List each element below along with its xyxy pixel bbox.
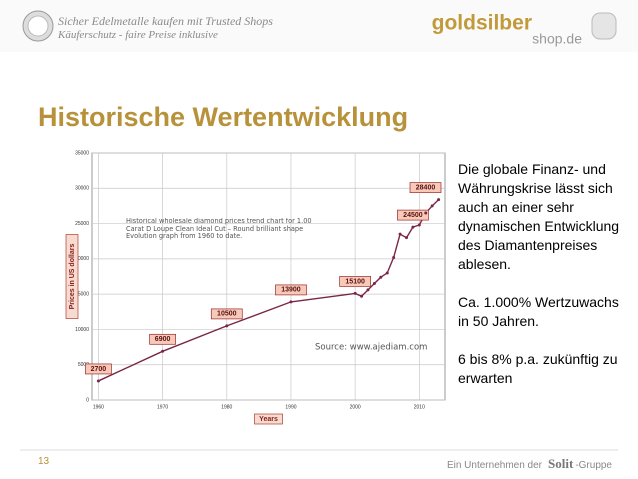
y-axis-title-group: Prices in US dollars bbox=[65, 234, 79, 319]
point bbox=[366, 288, 370, 292]
point bbox=[417, 223, 421, 227]
source: Source: www.ajediam.com bbox=[315, 343, 427, 353]
data-label: 15100 bbox=[345, 278, 365, 285]
y-tick-label: 15000 bbox=[75, 291, 89, 297]
y-tick-label: 10000 bbox=[75, 327, 89, 333]
x-tick-label: 1990 bbox=[285, 404, 296, 410]
paragraph: 6 bis 8% p.a. zukünftig zu erwarten bbox=[458, 351, 618, 386]
header-band bbox=[0, 0, 638, 52]
data-label: 10500 bbox=[217, 311, 237, 318]
trust-logo-inner bbox=[27, 15, 49, 37]
slide-title: Historische Wertentwicklung bbox=[38, 102, 409, 132]
x-tick-label: 1960 bbox=[93, 404, 104, 410]
point bbox=[392, 255, 396, 259]
y-tick-label: 25000 bbox=[75, 221, 89, 227]
data-label-box bbox=[409, 182, 442, 193]
point bbox=[430, 204, 434, 208]
page-number: 13 bbox=[38, 456, 50, 467]
paragraph: Ca. 1.000% Wertzuwachs in 50 Jahren. bbox=[458, 294, 619, 329]
point bbox=[398, 232, 402, 236]
point bbox=[424, 211, 428, 215]
y-axis-title-box bbox=[65, 234, 79, 319]
side-text: Die globale Finanz- und Währungskrise lä… bbox=[458, 160, 633, 407]
point bbox=[404, 236, 408, 240]
data-label: 28400 bbox=[416, 184, 436, 191]
point bbox=[379, 275, 383, 279]
line bbox=[98, 199, 440, 382]
point bbox=[360, 294, 364, 298]
point bbox=[289, 300, 293, 304]
footer-prefix: Ein Unternehmen der bbox=[446, 460, 543, 471]
y-tick-label: 30000 bbox=[75, 186, 89, 192]
point bbox=[353, 291, 357, 295]
header-line: Käuferschutz - faire Preise inklusive bbox=[58, 29, 218, 41]
data-label-box bbox=[149, 333, 176, 345]
logo-main: goldsilber bbox=[432, 12, 532, 35]
x-axis-title: Years bbox=[259, 416, 278, 423]
logo-sub: shop.de bbox=[532, 31, 582, 47]
y-tick-label: 20000 bbox=[75, 256, 89, 262]
data-label: 24500 bbox=[403, 212, 423, 219]
point bbox=[372, 282, 376, 286]
point bbox=[161, 349, 165, 353]
x-tick-label: 1970 bbox=[157, 404, 168, 410]
annotation-box: Historical wholesale diamond prices tren… bbox=[126, 218, 312, 241]
chart: 0 5000 10000 15000 20000 25000 30000 35000 1960 1… bbox=[60, 140, 450, 435]
data-label-box bbox=[397, 209, 429, 221]
point bbox=[225, 324, 229, 328]
point bbox=[437, 198, 441, 202]
y-tick-label: 5000 bbox=[78, 362, 89, 368]
point bbox=[411, 225, 415, 229]
data-label: 13900 bbox=[281, 287, 301, 294]
point bbox=[96, 379, 100, 383]
x-tick-label: 2010 bbox=[414, 404, 425, 410]
data-label-box bbox=[275, 284, 307, 296]
paragraph: Die globale Finanz- und Währungskrise lä… bbox=[458, 161, 620, 272]
y-tick-label: 35000 bbox=[75, 150, 89, 156]
header-line: Sicher Edelmetalle kaufen mit Trusted Sh… bbox=[58, 14, 273, 28]
shop-logo bbox=[591, 12, 617, 40]
x-tick-label: 2000 bbox=[350, 404, 361, 410]
y-axis-title: Prices in US dollars bbox=[69, 244, 76, 310]
footer-brand: Solit bbox=[548, 456, 574, 471]
footer: Ein Unternehmen der Solit -Gruppe bbox=[447, 456, 612, 472]
data-label-box bbox=[210, 308, 243, 320]
point bbox=[385, 271, 389, 275]
data-label: 6900 bbox=[155, 336, 171, 343]
data-label-box bbox=[339, 276, 371, 287]
data-label: 2700 bbox=[91, 366, 107, 373]
plot-area bbox=[91, 152, 446, 401]
x-tick-label: 1980 bbox=[221, 404, 232, 410]
footer-suffix: -Gruppe bbox=[575, 460, 612, 471]
annotation: Historical wholesale diamond prices tren… bbox=[126, 218, 312, 241]
y-tick-label: 0 bbox=[86, 397, 89, 403]
x-axis-title-box bbox=[254, 413, 283, 425]
data-label-box bbox=[85, 363, 112, 375]
